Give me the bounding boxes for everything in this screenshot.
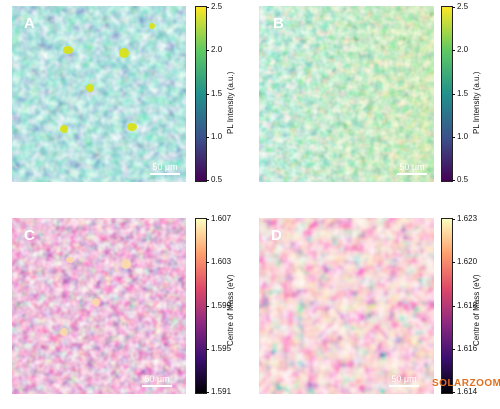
pl-map-a-image [12, 6, 186, 182]
pl-map-b-image [259, 6, 434, 182]
colorbar-d-tick: 1.614 [457, 387, 478, 396]
scale-bar-b-line [397, 173, 427, 175]
scale-bar-d-line [389, 385, 419, 387]
scale-bar-a-text: 50 μm [152, 162, 178, 172]
scale-bar-d: 50 μm [389, 374, 419, 387]
scale-bar-d-text: 50 μm [391, 374, 417, 384]
pl-intensity-map-b: B 50 μm [259, 6, 434, 182]
colorbar-b-tick: 2.0 [457, 45, 469, 54]
colorbar-c-label: Centre of Mass (eV) [226, 274, 235, 346]
colorbar-a-label: PL Intensity (a.u.) [226, 71, 235, 134]
colorbar-a-tick: 0.5 [211, 175, 223, 184]
colorbar-d-label: Centre of Mass (eV) [472, 274, 481, 346]
colorbar-d-tick: 1.616 [457, 344, 478, 353]
colorbar-c-tick: 1.591 [211, 387, 232, 396]
colorbar-c-tick: 1.599 [211, 301, 232, 310]
colorbar-d-tick: 1.618 [457, 301, 478, 310]
colorbar-a-tick: 2.0 [211, 45, 223, 54]
colorbar-b-tick: 2.5 [457, 2, 469, 11]
colorbar-a-tick: 2.5 [211, 2, 223, 11]
scale-bar-c: 50 μm [142, 374, 172, 387]
scale-bar-b: 50 μm [397, 162, 427, 175]
colorbar-d-tick: 1.620 [457, 257, 478, 266]
panel-d-label: D [271, 227, 282, 244]
com-map-c-image [12, 218, 186, 394]
colorbar-c-tick: 1.603 [211, 257, 232, 266]
scale-bar-b-text: 50 μm [399, 162, 425, 172]
centre-of-mass-map-c: C 50 μm [12, 218, 186, 394]
colorbar-c-tick: 1.607 [211, 214, 232, 223]
panel-b-label: B [273, 15, 284, 32]
watermark-text: SOLARZOOM [432, 378, 500, 389]
scale-bar-a: 50 μm [150, 162, 180, 175]
scale-bar-c-text: 50 μm [144, 374, 170, 384]
colorbar-b-tick: 0.5 [457, 175, 469, 184]
colorbar-d-tick: 1.623 [457, 214, 478, 223]
com-map-d-image [259, 218, 434, 394]
colorbar-c-tick: 1.595 [211, 344, 232, 353]
colorbar-b-tick: 1.5 [457, 89, 469, 98]
centre-of-mass-map-d: D 50 μm [259, 218, 434, 394]
scale-bar-c-line [142, 385, 172, 387]
colorbar-a-tick: 1.0 [211, 132, 223, 141]
panel-c-label: C [24, 227, 35, 244]
pl-intensity-map-a: A 50 μm [12, 6, 186, 182]
colorbar-a-tick: 1.5 [211, 89, 223, 98]
colorbar-b-label: PL Intensity (a.u.) [472, 71, 481, 134]
colorbar-b-tick: 1.0 [457, 132, 469, 141]
panel-a-label: A [24, 15, 35, 32]
scale-bar-a-line [150, 173, 180, 175]
